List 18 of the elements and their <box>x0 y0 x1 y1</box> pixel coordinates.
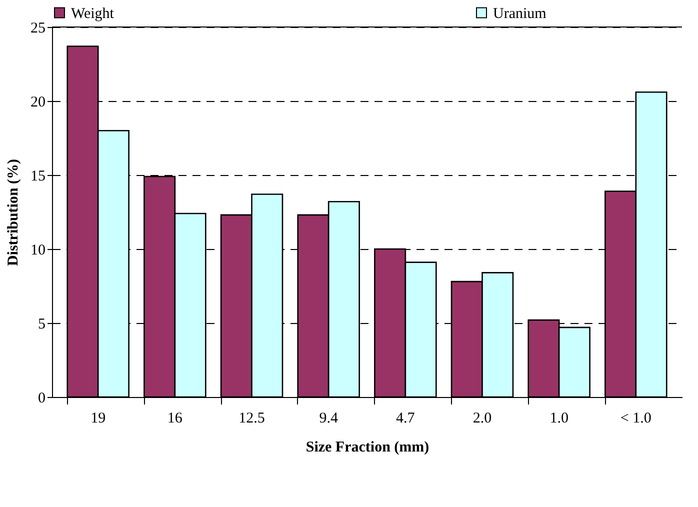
y-tick-label: 20 <box>30 94 46 110</box>
x-tick-label: 16 <box>167 410 183 426</box>
x-axis-title: Size Fraction (mm) <box>306 440 430 456</box>
y-tick-label: 25 <box>30 20 46 36</box>
x-tick-label: < 1.0 <box>620 410 652 426</box>
legend-label: Uranium <box>493 6 547 22</box>
x-tick-label: 12.5 <box>238 410 265 426</box>
x-tick-label: 19 <box>90 410 106 426</box>
y-tick-label: 5 <box>38 316 46 332</box>
y-tick-label: 15 <box>30 168 46 184</box>
x-tick-label: 2.0 <box>472 410 492 426</box>
legend-label: Weight <box>71 6 115 22</box>
x-tick-label: 1.0 <box>550 410 568 426</box>
y-axis-title: Distribution (%) <box>6 158 22 266</box>
x-tick-label: 9.4 <box>319 410 338 426</box>
y-tick-label: 0 <box>38 390 46 406</box>
x-tick-label: 4.7 <box>396 410 416 426</box>
y-tick-label: 10 <box>30 242 46 258</box>
